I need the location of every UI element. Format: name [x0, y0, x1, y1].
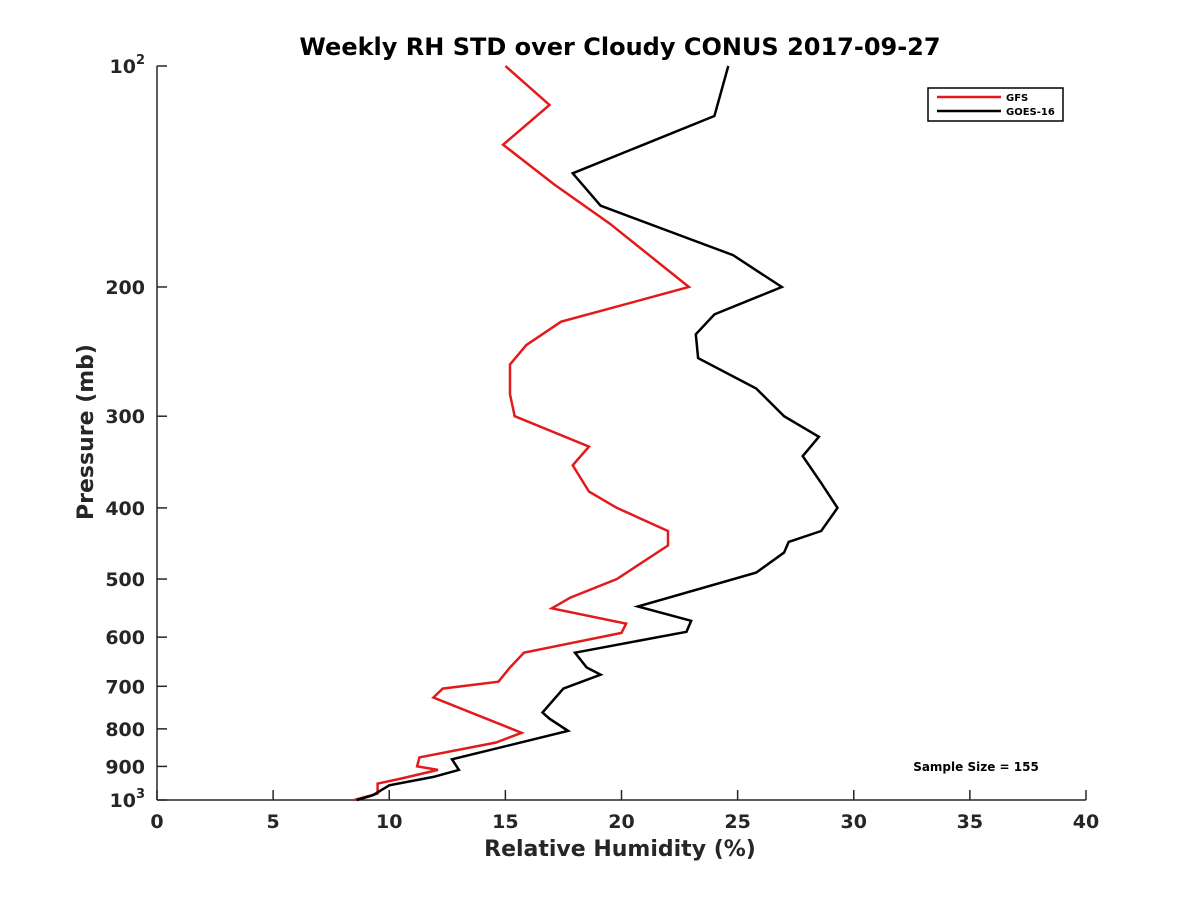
x-axis-label: Relative Humidity (%) [484, 837, 756, 862]
legend-label-goes16: GOES-16 [1006, 107, 1055, 118]
chart-title: Weekly RH STD over Cloudy CONUS 2017-09-… [299, 33, 940, 61]
x-tick-label: 10 [376, 811, 402, 833]
x-tick-label: 5 [267, 811, 280, 833]
y-tick-label: 600 [105, 627, 145, 649]
x-tick-label: 20 [608, 811, 634, 833]
x-tick-label: 15 [492, 811, 518, 833]
x-tick-label: 40 [1073, 811, 1099, 833]
y-tick-label: 300 [105, 406, 145, 428]
sample-size-annotation: Sample Size = 155 [913, 760, 1039, 774]
y-tick-label: 800 [105, 719, 145, 741]
y-tick-label: 700 [105, 676, 145, 698]
series-line-goes16 [356, 65, 840, 802]
y-tick-label: 400 [105, 498, 145, 520]
y-tick-label: 102 [110, 53, 146, 78]
plot-area: 0 5 10 15 20 25 30 35 40 102 200 300 400 500 600 700 800… [105, 53, 1099, 833]
y-axis-label: Pressure (mb) [74, 344, 99, 520]
legend-label-gfs: GFS [1006, 93, 1028, 104]
y-tick-label: 900 [105, 756, 145, 778]
x-tick-label: 30 [841, 811, 867, 833]
y-tick-label: 200 [105, 277, 145, 299]
x-tick-label: 0 [150, 811, 163, 833]
x-tick-label: 25 [724, 811, 750, 833]
legend-box [927, 87, 1064, 122]
y-tick-label: 500 [105, 569, 145, 591]
y-tick-label: 103 [110, 787, 146, 812]
series-line-gfs [354, 65, 692, 802]
legend: GFS GOES-16 [927, 87, 1064, 122]
x-tick-label: 35 [957, 811, 983, 833]
